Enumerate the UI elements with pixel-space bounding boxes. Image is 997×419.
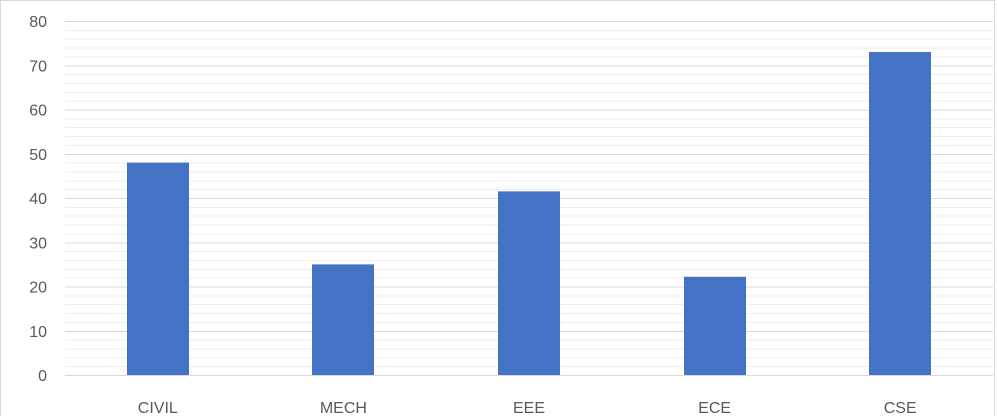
x-tick-label: CIVIL xyxy=(138,400,178,417)
y-tick-label: 40 xyxy=(29,191,47,208)
y-tick-label: 20 xyxy=(29,280,47,297)
x-axis-category-labels: CIVIL MECH EEE ECE CSE xyxy=(138,400,917,417)
x-tick-label: MECH xyxy=(320,400,367,417)
bars xyxy=(127,51,931,375)
bar-civil xyxy=(127,162,189,375)
y-tick-label: 30 xyxy=(29,235,47,252)
x-tick-label: EEE xyxy=(513,400,545,417)
x-tick-label: ECE xyxy=(698,400,731,417)
y-tick-label: 0 xyxy=(38,368,47,385)
y-tick-label: 70 xyxy=(29,58,47,75)
bar-cse xyxy=(869,51,931,375)
y-tick-label: 50 xyxy=(29,147,47,164)
y-tick-label: 10 xyxy=(29,324,47,341)
y-tick-label: 80 xyxy=(29,14,47,31)
y-axis-tick-labels: 0 10 20 30 40 50 60 70 80 xyxy=(29,14,47,385)
bar-eee xyxy=(498,191,560,375)
bar-mech xyxy=(312,264,374,375)
bar-ece xyxy=(684,276,746,375)
y-tick-label: 60 xyxy=(29,103,47,120)
x-tick-label: CSE xyxy=(884,400,917,417)
